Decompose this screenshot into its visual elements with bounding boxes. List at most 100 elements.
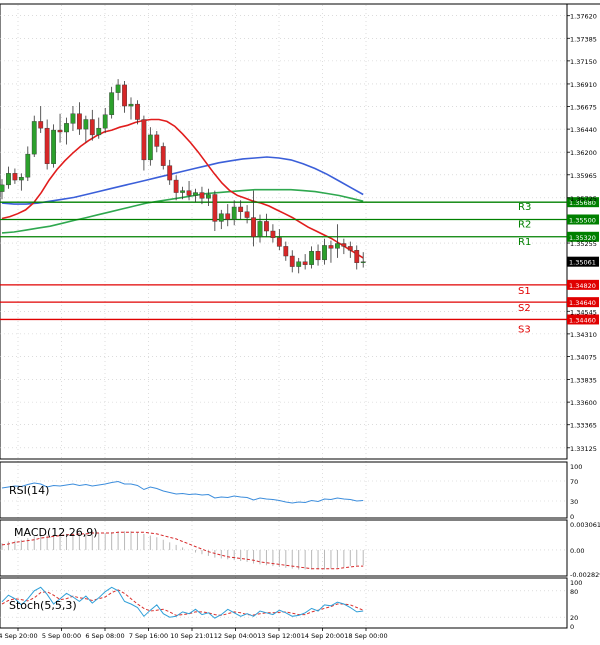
candle-bear: [276, 237, 282, 247]
candle-bear: [225, 213, 231, 220]
pivot-label-r1: R1: [518, 237, 531, 248]
time-tick-label: 12 Sep 04:00: [214, 632, 257, 640]
pivot-label-s3: S3: [518, 324, 531, 335]
candle-bear: [199, 192, 205, 199]
time-tick-label: 13 Sep 12:00: [257, 632, 300, 640]
candle-bull: [322, 245, 327, 261]
pivot-price-tag-text: 1.35320: [569, 234, 596, 242]
candle-bear: [12, 173, 18, 181]
current-price-text: 1.35061: [569, 259, 596, 267]
macd-label: MACD(12,26,9): [14, 526, 98, 539]
ma-blue-line: [1, 156, 364, 205]
candle-bull: [25, 153, 31, 178]
pivot-price-tag: [567, 214, 599, 225]
stoch-tick-label: 0: [570, 623, 574, 631]
candle-bear: [160, 146, 166, 166]
candle-bull: [115, 84, 121, 93]
stoch-tick-label: 80: [570, 588, 578, 596]
candle-bull: [128, 103, 134, 107]
pivot-price-tag: [567, 279, 599, 290]
pivot-price-tag-text: 1.34460: [569, 316, 596, 324]
time-tick-label: 4 Sep 20:00: [0, 632, 38, 640]
candle-bull: [102, 114, 108, 129]
current-price-tag: [567, 256, 599, 267]
rsi-line: [1, 480, 364, 504]
time-tick-label: 5 Sep 00:00: [42, 632, 81, 640]
candle-bear: [251, 217, 256, 237]
candle-bull: [96, 127, 102, 136]
candle-bull: [109, 92, 115, 115]
candle-bear: [270, 230, 276, 238]
candle-bull: [18, 176, 24, 181]
pivot-price-tag: [567, 297, 599, 308]
price-tick-label: 1.33600: [570, 399, 597, 407]
stoch-tick-label: 100: [570, 579, 582, 587]
rsi-tick-label: 30: [570, 498, 578, 506]
rsi-tick-label: 70: [570, 478, 578, 486]
candle-bull: [193, 192, 198, 196]
macd-tick-label: 0.00: [570, 547, 584, 555]
price-tick-label: 1.33835: [570, 377, 597, 385]
macd-pane[interactable]: MACD(12,26,9) 0.003061 0.00 -0.002829: [0, 519, 600, 579]
macd-tick-label: 0.003061: [570, 521, 600, 529]
macd-tick-label: -0.002829: [570, 571, 600, 579]
rsi-tick-label: 0: [570, 513, 574, 521]
rsi-pane[interactable]: RSI(14) 100 70 30 0: [0, 461, 582, 521]
candle-bull: [0, 184, 5, 192]
candle-bull: [296, 261, 302, 267]
pivot-price-tag-text: 1.35500: [569, 216, 596, 224]
candle-bear: [341, 243, 347, 247]
candle-bear: [354, 250, 360, 263]
candle-bull: [335, 243, 340, 249]
candle-bull: [51, 129, 57, 164]
pivot-label-r2: R2: [518, 219, 531, 230]
price-grid: [0, 5, 567, 628]
candle-bear: [38, 121, 44, 129]
candle-bull: [6, 173, 11, 186]
price-tick-label: 1.34310: [570, 331, 597, 339]
price-tick-label: 1.33125: [570, 445, 597, 453]
price-pane[interactable]: 1.35680 R3 1.35500 R2 1.35320 R1 1.34820 S1 1.34…: [0, 3, 599, 628]
candle-bear: [238, 206, 244, 212]
ma-red-line: [1, 118, 364, 259]
candle-bull: [309, 251, 314, 265]
macd-histogram: [1, 531, 364, 570]
pivot-price-tag-text: 1.34820: [569, 282, 596, 290]
candle-bear: [315, 251, 321, 261]
candle-bear: [135, 103, 140, 120]
candle-bull: [70, 113, 76, 124]
time-tick-label: 6 Sep 08:00: [85, 632, 124, 640]
time-axis: 4 Sep 20:00 5 Sep 00:00 6 Sep 08:00 7 Sep 1…: [0, 628, 388, 640]
candle-bear: [328, 245, 334, 249]
candle-bear: [154, 134, 160, 147]
candle-bear: [186, 190, 192, 196]
candle-bear: [289, 255, 295, 267]
price-tick-label: 1.36675: [570, 104, 597, 112]
candle-bull: [31, 121, 37, 155]
candle-bear: [283, 246, 289, 257]
price-axis: 1.37620 1.37385 1.37150 1.36910 1.36675 1.364…: [567, 13, 597, 453]
rsi-pane-frame: [0, 461, 568, 519]
pivot-price-tag-text: 1.35680: [569, 199, 596, 207]
candle-bear: [302, 261, 308, 265]
pivot-label-s2: S2: [518, 303, 531, 314]
candle-bull: [83, 119, 89, 130]
rsi-tick-label: 100: [570, 463, 582, 471]
candle-bear: [89, 119, 95, 136]
time-tick-label: 18 Sep 00:00: [344, 632, 387, 640]
rsi-label: RSI(14): [9, 484, 49, 497]
pivot-price-tag: [567, 231, 599, 242]
price-tick-label: 1.33365: [570, 422, 597, 430]
price-tick-label: 1.37620: [570, 13, 597, 21]
candle-bull: [231, 206, 237, 220]
pivot-levels: 1.35680 R3 1.35500 R2 1.35320 R1 1.34820 S1 1.34…: [0, 197, 599, 335]
price-tick-label: 1.34545: [570, 308, 597, 316]
pivot-label-s1: S1: [518, 286, 531, 297]
candle-bull: [218, 213, 224, 222]
candle-bear: [76, 113, 82, 130]
time-tick-label: 10 Sep 21:01: [170, 632, 213, 640]
